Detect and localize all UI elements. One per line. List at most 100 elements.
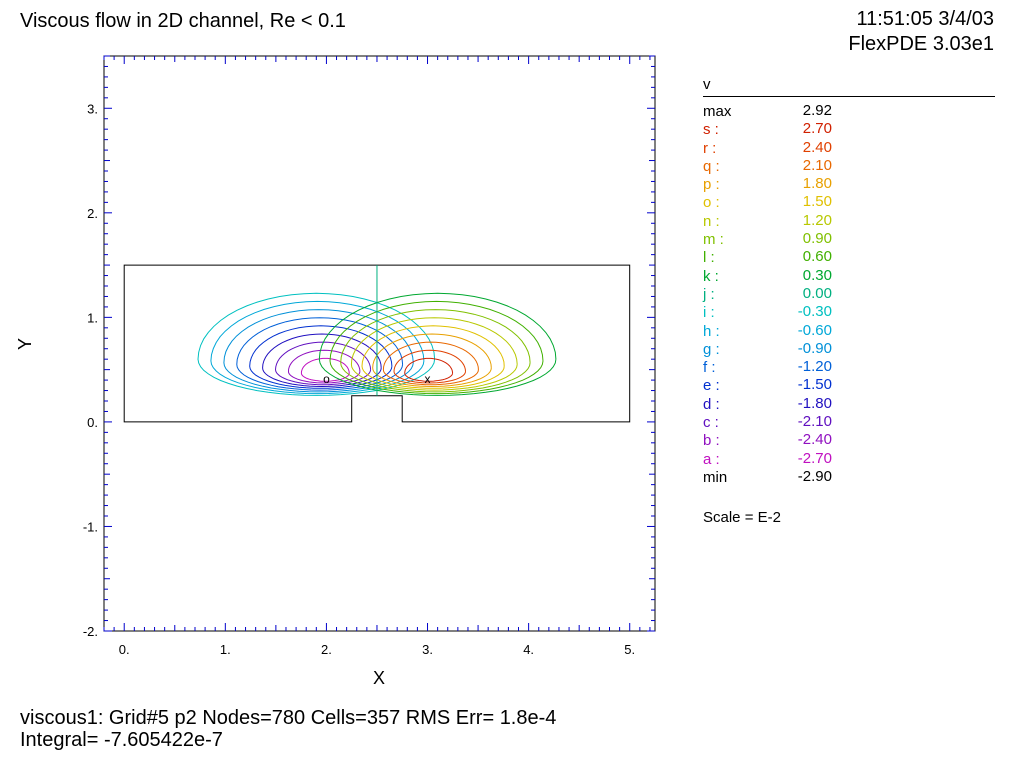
plot-title: Viscous flow in 2D channel, Re < 0.1: [20, 10, 346, 32]
legend-row: a : -2.70: [703, 449, 995, 469]
app-version: FlexPDE 3.03e1: [848, 33, 994, 55]
legend-row: b : -2.40: [703, 431, 995, 450]
axis-tick-labels: 0. 1. 2. 3. 4. 5. 3. 2. 1. 0. -1. -2.: [83, 101, 635, 657]
legend-level-label: n :: [703, 212, 720, 230]
legend-level-label: c :: [703, 414, 719, 432]
contour-line: [382, 341, 479, 386]
legend-level-value: -2.40: [797, 431, 832, 449]
legend-row: e : -1.50: [703, 376, 995, 395]
legend-row: l : 0.60: [703, 248, 995, 267]
legend-row: i : -0.30: [703, 303, 995, 322]
legend-level-label: i :: [703, 304, 715, 322]
legend-level-label: m :: [703, 231, 724, 249]
legend-row: q : 2.10: [703, 156, 995, 176]
legend-level-label: p :: [703, 176, 720, 194]
legend-level-label: h :: [703, 322, 720, 340]
legend-level-label: b :: [703, 432, 720, 450]
legend-level-value: 2.40: [802, 138, 832, 156]
y-tick-label: -1.: [83, 519, 98, 534]
legend-level-value: 2.70: [802, 120, 832, 138]
legend-level-label: j :: [703, 285, 715, 303]
timestamp: 11:51:05 3/4/03: [856, 8, 994, 30]
y-tick-label: -2.: [83, 624, 98, 639]
y-tick-label: 2.: [87, 206, 98, 221]
legend-level-value: 2.10: [802, 156, 832, 174]
contour-line: [350, 317, 518, 391]
x-tick-label: 0.: [119, 642, 130, 657]
legend-level-value: -2.70: [797, 449, 832, 467]
x-tick-label: 3.: [422, 642, 433, 657]
legend-level-value: 0.60: [802, 248, 832, 266]
legend-rows: max 2.92 s : 2.70 r : 2.40 q : 2.10 p : 1.80 o : 1.…: [703, 102, 995, 487]
legend-level-value: 0.90: [802, 230, 832, 248]
legend-level-label: s :: [703, 121, 719, 139]
legend-level-value: 0.30: [802, 266, 832, 284]
x-tick-label: 2.: [321, 642, 332, 657]
contour-line: [361, 325, 505, 389]
legend-level-value: -0.30: [797, 303, 832, 321]
contour-line: [393, 349, 466, 384]
legend-level-value: -0.60: [797, 321, 832, 339]
legend-level-label: g :: [703, 340, 720, 358]
contour-line: [404, 357, 454, 382]
max-marker: x: [425, 372, 431, 386]
contour-lines: [197, 265, 557, 396]
x-tick-label: 4.: [523, 642, 534, 657]
legend-row: h : -0.60: [703, 321, 995, 341]
footer-integral: Integral= -7.605422e-7: [20, 729, 223, 751]
legend-level-value: -1.20: [797, 358, 832, 376]
legend-level-label: min: [703, 468, 728, 486]
contour-legend: v max 2.92 s :2.70 r :2.40 q :2.10 p :1.80 o :…: [703, 76, 995, 526]
legend-level-value: 0.00: [802, 284, 832, 302]
legend-level-value: -2.90: [797, 467, 832, 485]
legend-level-value: -0.90: [797, 339, 832, 357]
legend-level-label: k :: [703, 267, 719, 285]
legend-row: r : 2.40: [703, 138, 995, 158]
legend-level-value: -1.80: [797, 394, 832, 412]
legend-level-value: 1.80: [802, 175, 832, 193]
legend-level-label: q :: [703, 157, 720, 175]
legend-row: j : 0.00: [703, 284, 995, 304]
legend-row: min -2.90: [703, 467, 995, 487]
legend-level-label: r :: [703, 139, 717, 157]
legend-level-label: e :: [703, 377, 720, 395]
contour-line: [329, 300, 544, 395]
x-tick-label: 1.: [220, 642, 231, 657]
contour-line: [318, 292, 557, 396]
legend-row: n : 1.20: [703, 211, 995, 231]
legend-row: c : -2.10: [703, 413, 995, 432]
plot-border: [103, 55, 656, 632]
legend-variable: v: [703, 76, 711, 93]
legend-row: g : -0.90: [703, 339, 995, 359]
contour-line: [340, 309, 531, 393]
legend-level-label: f :: [703, 359, 716, 377]
legend-level-label: a :: [703, 450, 720, 468]
legend-level-value: -1.50: [797, 376, 832, 394]
domain-outline: [123, 264, 631, 423]
contour-line: [300, 357, 350, 382]
legend-row: f : -1.20: [703, 358, 995, 377]
y-tick-label: 1.: [87, 310, 98, 325]
footer-grid-info: viscous1: Grid#5 p2 Nodes=780 Cells=357 …: [20, 707, 557, 729]
legend-level-label: l :: [703, 249, 715, 267]
min-marker: o: [323, 372, 330, 386]
legend-row: max 2.92: [703, 102, 995, 121]
legend-level-value: -2.10: [797, 413, 832, 431]
legend-scale-note: Scale = E-2: [703, 509, 781, 527]
legend-level-label: o :: [703, 194, 720, 212]
legend-row: k : 0.30: [703, 266, 995, 286]
legend-level-value: 1.20: [802, 211, 832, 229]
legend-level-value: 1.50: [802, 193, 832, 211]
legend-level-value: 2.92: [802, 102, 832, 119]
channel-boundary: [123, 264, 631, 423]
x-tick-label: 5.: [624, 642, 635, 657]
legend-row: o : 1.50: [703, 193, 995, 212]
legend-row: s : 2.70: [703, 120, 995, 139]
legend-divider: [703, 96, 995, 103]
legend-level-label: d :: [703, 395, 720, 413]
legend-row: d : -1.80: [703, 394, 995, 414]
legend-row: m : 0.90: [703, 230, 995, 249]
legend-level-label: max: [703, 103, 732, 120]
